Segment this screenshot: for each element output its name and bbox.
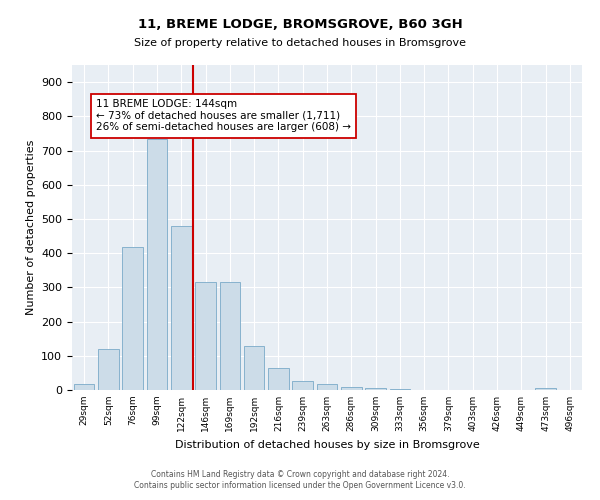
Bar xyxy=(365,388,386,390)
X-axis label: Distribution of detached houses by size in Bromsgrove: Distribution of detached houses by size … xyxy=(175,440,479,450)
Y-axis label: Number of detached properties: Number of detached properties xyxy=(26,140,35,315)
Bar xyxy=(292,382,313,390)
Bar xyxy=(122,247,143,390)
Bar xyxy=(268,368,289,390)
Bar xyxy=(244,346,265,390)
Text: 11, BREME LODGE, BROMSGROVE, B60 3GH: 11, BREME LODGE, BROMSGROVE, B60 3GH xyxy=(137,18,463,30)
Bar xyxy=(220,282,240,390)
Bar xyxy=(195,282,216,390)
Bar xyxy=(146,139,167,390)
Bar xyxy=(535,388,556,390)
Bar xyxy=(98,348,119,390)
Text: 11 BREME LODGE: 144sqm
← 73% of detached houses are smaller (1,711)
26% of semi-: 11 BREME LODGE: 144sqm ← 73% of detached… xyxy=(96,99,351,132)
Bar xyxy=(317,384,337,390)
Bar xyxy=(341,386,362,390)
Text: Contains HM Land Registry data © Crown copyright and database right 2024.: Contains HM Land Registry data © Crown c… xyxy=(151,470,449,479)
Text: Size of property relative to detached houses in Bromsgrove: Size of property relative to detached ho… xyxy=(134,38,466,48)
Bar xyxy=(171,226,191,390)
Bar xyxy=(74,384,94,390)
Text: Contains public sector information licensed under the Open Government Licence v3: Contains public sector information licen… xyxy=(134,481,466,490)
